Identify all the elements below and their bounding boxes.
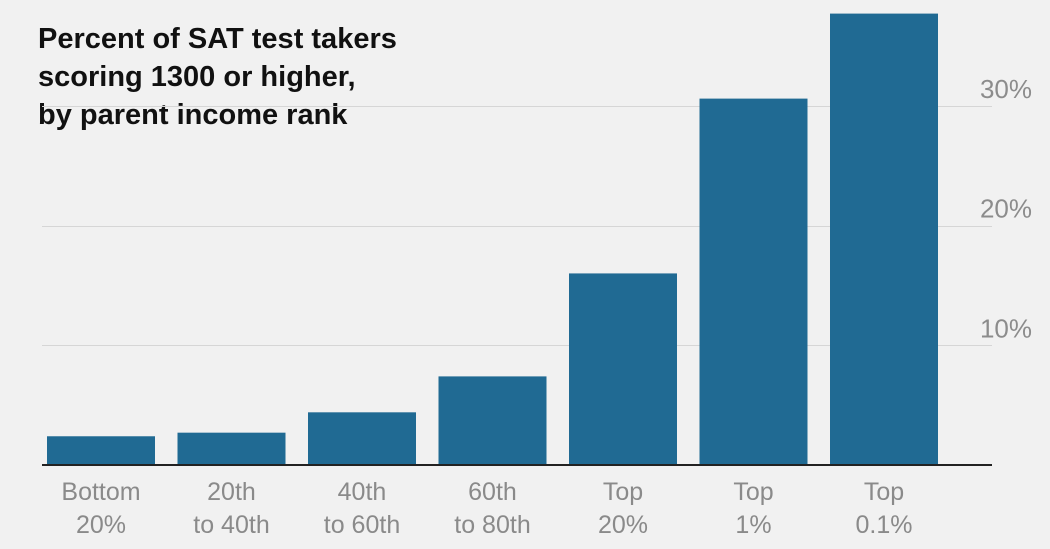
bar xyxy=(569,273,677,465)
x-tick-label: 1% xyxy=(735,511,771,539)
bar xyxy=(438,376,547,465)
bar xyxy=(177,432,286,465)
x-tick-label: Top xyxy=(864,478,904,506)
y-tick-label: 30% xyxy=(980,74,1032,104)
chart-title: Percent of SAT test takers scoring 1300 … xyxy=(38,20,498,134)
x-tick-label: to 60th xyxy=(324,511,400,539)
x-tick-label: Bottom xyxy=(61,478,140,506)
x-tick-label: Top xyxy=(733,478,773,506)
x-tick-label: 20% xyxy=(598,511,648,539)
bars xyxy=(47,13,938,466)
x-tick-label: Top xyxy=(603,478,643,506)
bar xyxy=(47,436,155,465)
chart-title-line-3: by parent income rank xyxy=(38,99,348,131)
chart-title-line-1: Percent of SAT test takers xyxy=(38,23,397,55)
x-tick-label: 20% xyxy=(76,511,126,539)
x-tick-label: 0.1% xyxy=(856,511,913,539)
y-axis-tick-labels: 10% 20% 30% xyxy=(980,74,1032,343)
y-tick-label: 20% xyxy=(980,194,1032,224)
y-tick-label: 10% xyxy=(980,313,1032,343)
x-axis-category-labels: Bottom 20% 20th to 40th 40th to 60th 60th to 80… xyxy=(61,478,912,539)
bar xyxy=(308,412,416,465)
bar xyxy=(830,13,938,466)
chart-title-line-2: scoring 1300 or higher, xyxy=(38,61,356,93)
x-tick-label: 60th xyxy=(468,478,517,506)
bar xyxy=(699,98,808,466)
x-tick-label: 40th xyxy=(338,478,387,506)
x-tick-label: 20th xyxy=(207,478,256,506)
x-tick-label: to 40th xyxy=(193,511,269,539)
x-tick-label: to 80th xyxy=(454,511,530,539)
